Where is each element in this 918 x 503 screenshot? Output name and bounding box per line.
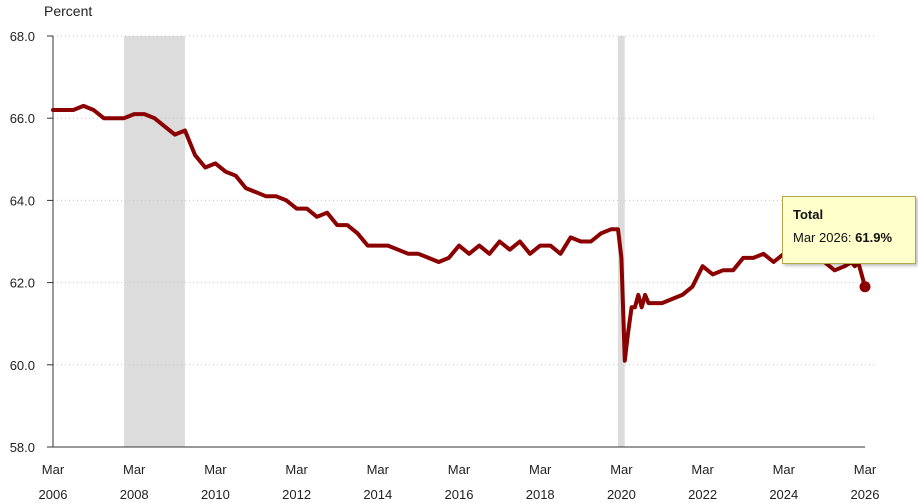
x-tick-month: Mar	[123, 462, 146, 477]
x-tick-month: Mar	[773, 462, 796, 477]
x-tick-year: 2016	[445, 487, 474, 502]
tooltip-body: Mar 2026: 61.9%	[793, 230, 905, 245]
x-tick-month: Mar	[610, 462, 633, 477]
y-tick-label: 66.0	[10, 111, 35, 126]
x-tick-year: 2022	[688, 487, 717, 502]
x-tick-month: Mar	[854, 462, 877, 477]
x-tick-month: Mar	[448, 462, 471, 477]
tooltip-value: 61.9%	[855, 230, 893, 245]
y-tick-label: 62.0	[10, 276, 35, 291]
tooltip-label: Mar 2026:	[793, 230, 856, 245]
x-tick-year: 2026	[851, 487, 880, 502]
x-tick-year: 2014	[363, 487, 392, 502]
x-tick-year: 2018	[526, 487, 555, 502]
series-line-0	[51, 103, 867, 363]
x-tick-year: 2010	[201, 487, 230, 502]
x-tick-month: Mar	[691, 462, 714, 477]
x-tick-month: Mar	[367, 462, 390, 477]
series-total[interactable]	[51, 103, 871, 363]
highlight-marker	[859, 281, 871, 293]
y-tick-label: 60.0	[10, 358, 35, 373]
x-tick-year: 2008	[120, 487, 149, 502]
y-tick-labels: 68.0 66.0 64.0 62.0 60.0 58.0	[10, 29, 35, 455]
y-tick-label: 58.0	[10, 440, 35, 455]
x-tick-labels: Mar 2006 Mar 2008 Mar 2010 Mar 2012 Mar 2014 Mar 20…	[39, 462, 880, 502]
y-tick-label: 64.0	[10, 193, 35, 208]
recession-band-0	[124, 36, 185, 447]
x-tick-year: 2020	[607, 487, 636, 502]
x-tick-month: Mar	[42, 462, 65, 477]
x-tick-month: Mar	[204, 462, 227, 477]
x-tick-year: 2024	[769, 487, 798, 502]
y-axis-label: Percent	[44, 3, 92, 19]
data-tooltip: Total Mar 2026: 61.9%	[782, 196, 916, 264]
gridlines	[53, 35, 875, 366]
tooltip-title: Total	[793, 207, 824, 222]
y-tick-label: 68.0	[10, 29, 35, 44]
x-tick-year: 2006	[39, 487, 68, 502]
x-tick-month: Mar	[529, 462, 552, 477]
axes	[47, 35, 865, 448]
recession-shading	[124, 36, 625, 447]
x-tick-month: Mar	[285, 462, 308, 477]
x-tick-year: 2012	[282, 487, 311, 502]
